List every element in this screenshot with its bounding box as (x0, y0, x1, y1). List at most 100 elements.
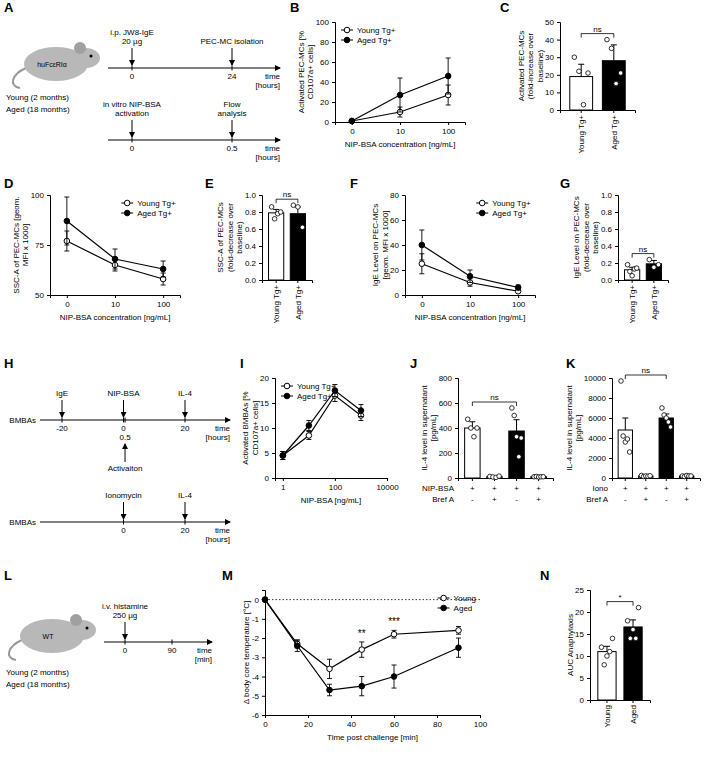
tick-mark (262, 619, 265, 620)
tick: 50 (35, 291, 50, 300)
data-point (472, 434, 477, 439)
tick-mark (332, 102, 335, 103)
marker (515, 285, 521, 291)
timeline-tick (132, 66, 133, 71)
group-label: Young (2 months) (6, 93, 69, 102)
axis: 010100 (406, 295, 536, 309)
tick-mark (587, 678, 590, 679)
tick-mark (262, 657, 265, 658)
data-point (581, 102, 586, 107)
error-bar (358, 405, 363, 417)
tick-label: 5 (580, 674, 585, 683)
panel-letter: G (560, 176, 570, 191)
series-line (67, 221, 163, 269)
panel-letter: I (240, 356, 244, 371)
event-label: Ionomycin (105, 491, 141, 500)
error-bar (516, 285, 521, 290)
tick: 200 (439, 449, 458, 458)
axis: Young Tg+Aged Tg+ (561, 110, 636, 153)
error-bar (392, 630, 397, 638)
tick-label: 0 (130, 72, 135, 81)
tick-mark (587, 634, 590, 635)
tick: 0 (65, 295, 70, 309)
axis-title: [min] (195, 655, 212, 664)
tick: 20 (320, 98, 335, 107)
tick-label: Aged Tg+ (294, 285, 303, 320)
tick: 1.0 (245, 191, 262, 200)
tick: 800 (439, 374, 458, 383)
axis: 05101520 (260, 374, 275, 483)
series-line (422, 264, 518, 292)
legend-marker (479, 210, 485, 216)
tick-label: 100 (316, 18, 330, 27)
tick-mark (615, 246, 618, 247)
tick-label: 0.6 (601, 225, 613, 234)
event-arrow (62, 400, 63, 417)
data-point (656, 262, 661, 267)
timeline-tick (123, 418, 124, 423)
data-point (648, 474, 653, 479)
tick-label: 0 (448, 474, 453, 483)
axis-line (615, 196, 619, 281)
group-label: Young (2 months) (6, 668, 69, 677)
condition-sign: + (623, 484, 628, 493)
plot-area (280, 385, 364, 460)
condition-sign: + (684, 495, 689, 504)
bar (290, 214, 305, 280)
data-point (278, 210, 283, 215)
axis-title: SSC-A of PEC-MCs(fold-decrease overbasel… (216, 202, 244, 273)
axis-line (613, 479, 701, 482)
tick-label: 600 (439, 399, 453, 408)
marker (456, 628, 462, 634)
tick: 20 (260, 374, 275, 383)
tick: 0.2 (245, 259, 262, 268)
data-point (628, 636, 633, 641)
series-line (67, 241, 163, 279)
significance-bracket (276, 199, 298, 203)
tick-mark (262, 715, 265, 716)
bar (618, 430, 632, 478)
data-point (296, 205, 301, 210)
event-label: activation (115, 109, 149, 118)
tick-mark (335, 478, 336, 481)
tick-mark (455, 378, 458, 379)
series-line (422, 245, 518, 288)
marker (280, 453, 286, 459)
condition-sign: + (684, 484, 689, 493)
axis-line (455, 379, 459, 479)
tick: 5 (265, 449, 275, 458)
tick-mark (455, 428, 458, 429)
tick-label: 80 (320, 38, 329, 47)
error-bar (306, 432, 311, 440)
axis: 110010000 (276, 478, 400, 492)
axis: 010100 (51, 295, 181, 309)
timeline-axis (104, 641, 212, 642)
group-label: Aged (18 months) (6, 105, 70, 114)
significance-bracket (581, 34, 614, 38)
tick-label: 20 (320, 98, 329, 107)
tick: 10 (466, 295, 475, 309)
error-bar (398, 78, 403, 112)
tick-label: 0 (325, 118, 330, 127)
data-point (586, 71, 591, 76)
significance-bracket (472, 402, 516, 406)
axis-title: time (197, 646, 213, 655)
tick: 4000 (588, 434, 612, 443)
tick-label: Young (603, 705, 612, 727)
timeline-tick (125, 418, 126, 423)
tick-label: 0 (350, 127, 355, 136)
axis-title: AUC Anaphylaxis (566, 614, 575, 676)
tick-mark (615, 263, 618, 264)
error-bar (113, 249, 118, 269)
legend-marker (124, 210, 130, 216)
data-point (625, 262, 630, 267)
axis-title: time (215, 424, 231, 433)
tick-label: -5 (252, 692, 260, 701)
axis: 0200040006000800010000 (584, 374, 613, 483)
data-point (689, 474, 694, 479)
event-arrow (232, 48, 233, 65)
axis: 020406080100 (263, 715, 487, 729)
condition-label: Iono (592, 484, 608, 493)
tick-label: 10 (545, 88, 554, 97)
subject-label: BMBAs (9, 518, 36, 527)
